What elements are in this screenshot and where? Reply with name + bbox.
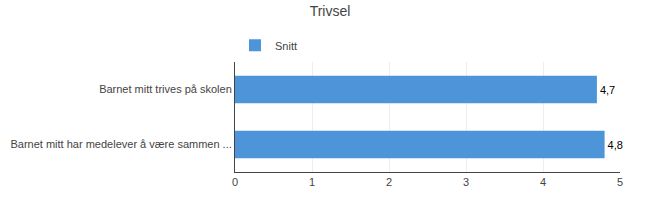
svg-text:1: 1 <box>309 176 315 188</box>
svg-text:4: 4 <box>540 176 546 188</box>
svg-text:4,8: 4,8 <box>608 139 623 151</box>
svg-text:4,7: 4,7 <box>600 84 615 96</box>
svg-text:5: 5 <box>617 176 623 188</box>
svg-text:2: 2 <box>386 176 392 188</box>
svg-text:Trivsel: Trivsel <box>310 3 351 19</box>
svg-text:0: 0 <box>232 176 238 188</box>
svg-text:Snitt: Snitt <box>275 40 297 52</box>
svg-text:Barnet mitt trives på skolen: Barnet mitt trives på skolen <box>99 83 232 95</box>
svg-text:Barnet mitt har medelever å væ: Barnet mitt har medelever å være sammen … <box>10 138 231 150</box>
svg-text:3: 3 <box>463 176 469 188</box>
